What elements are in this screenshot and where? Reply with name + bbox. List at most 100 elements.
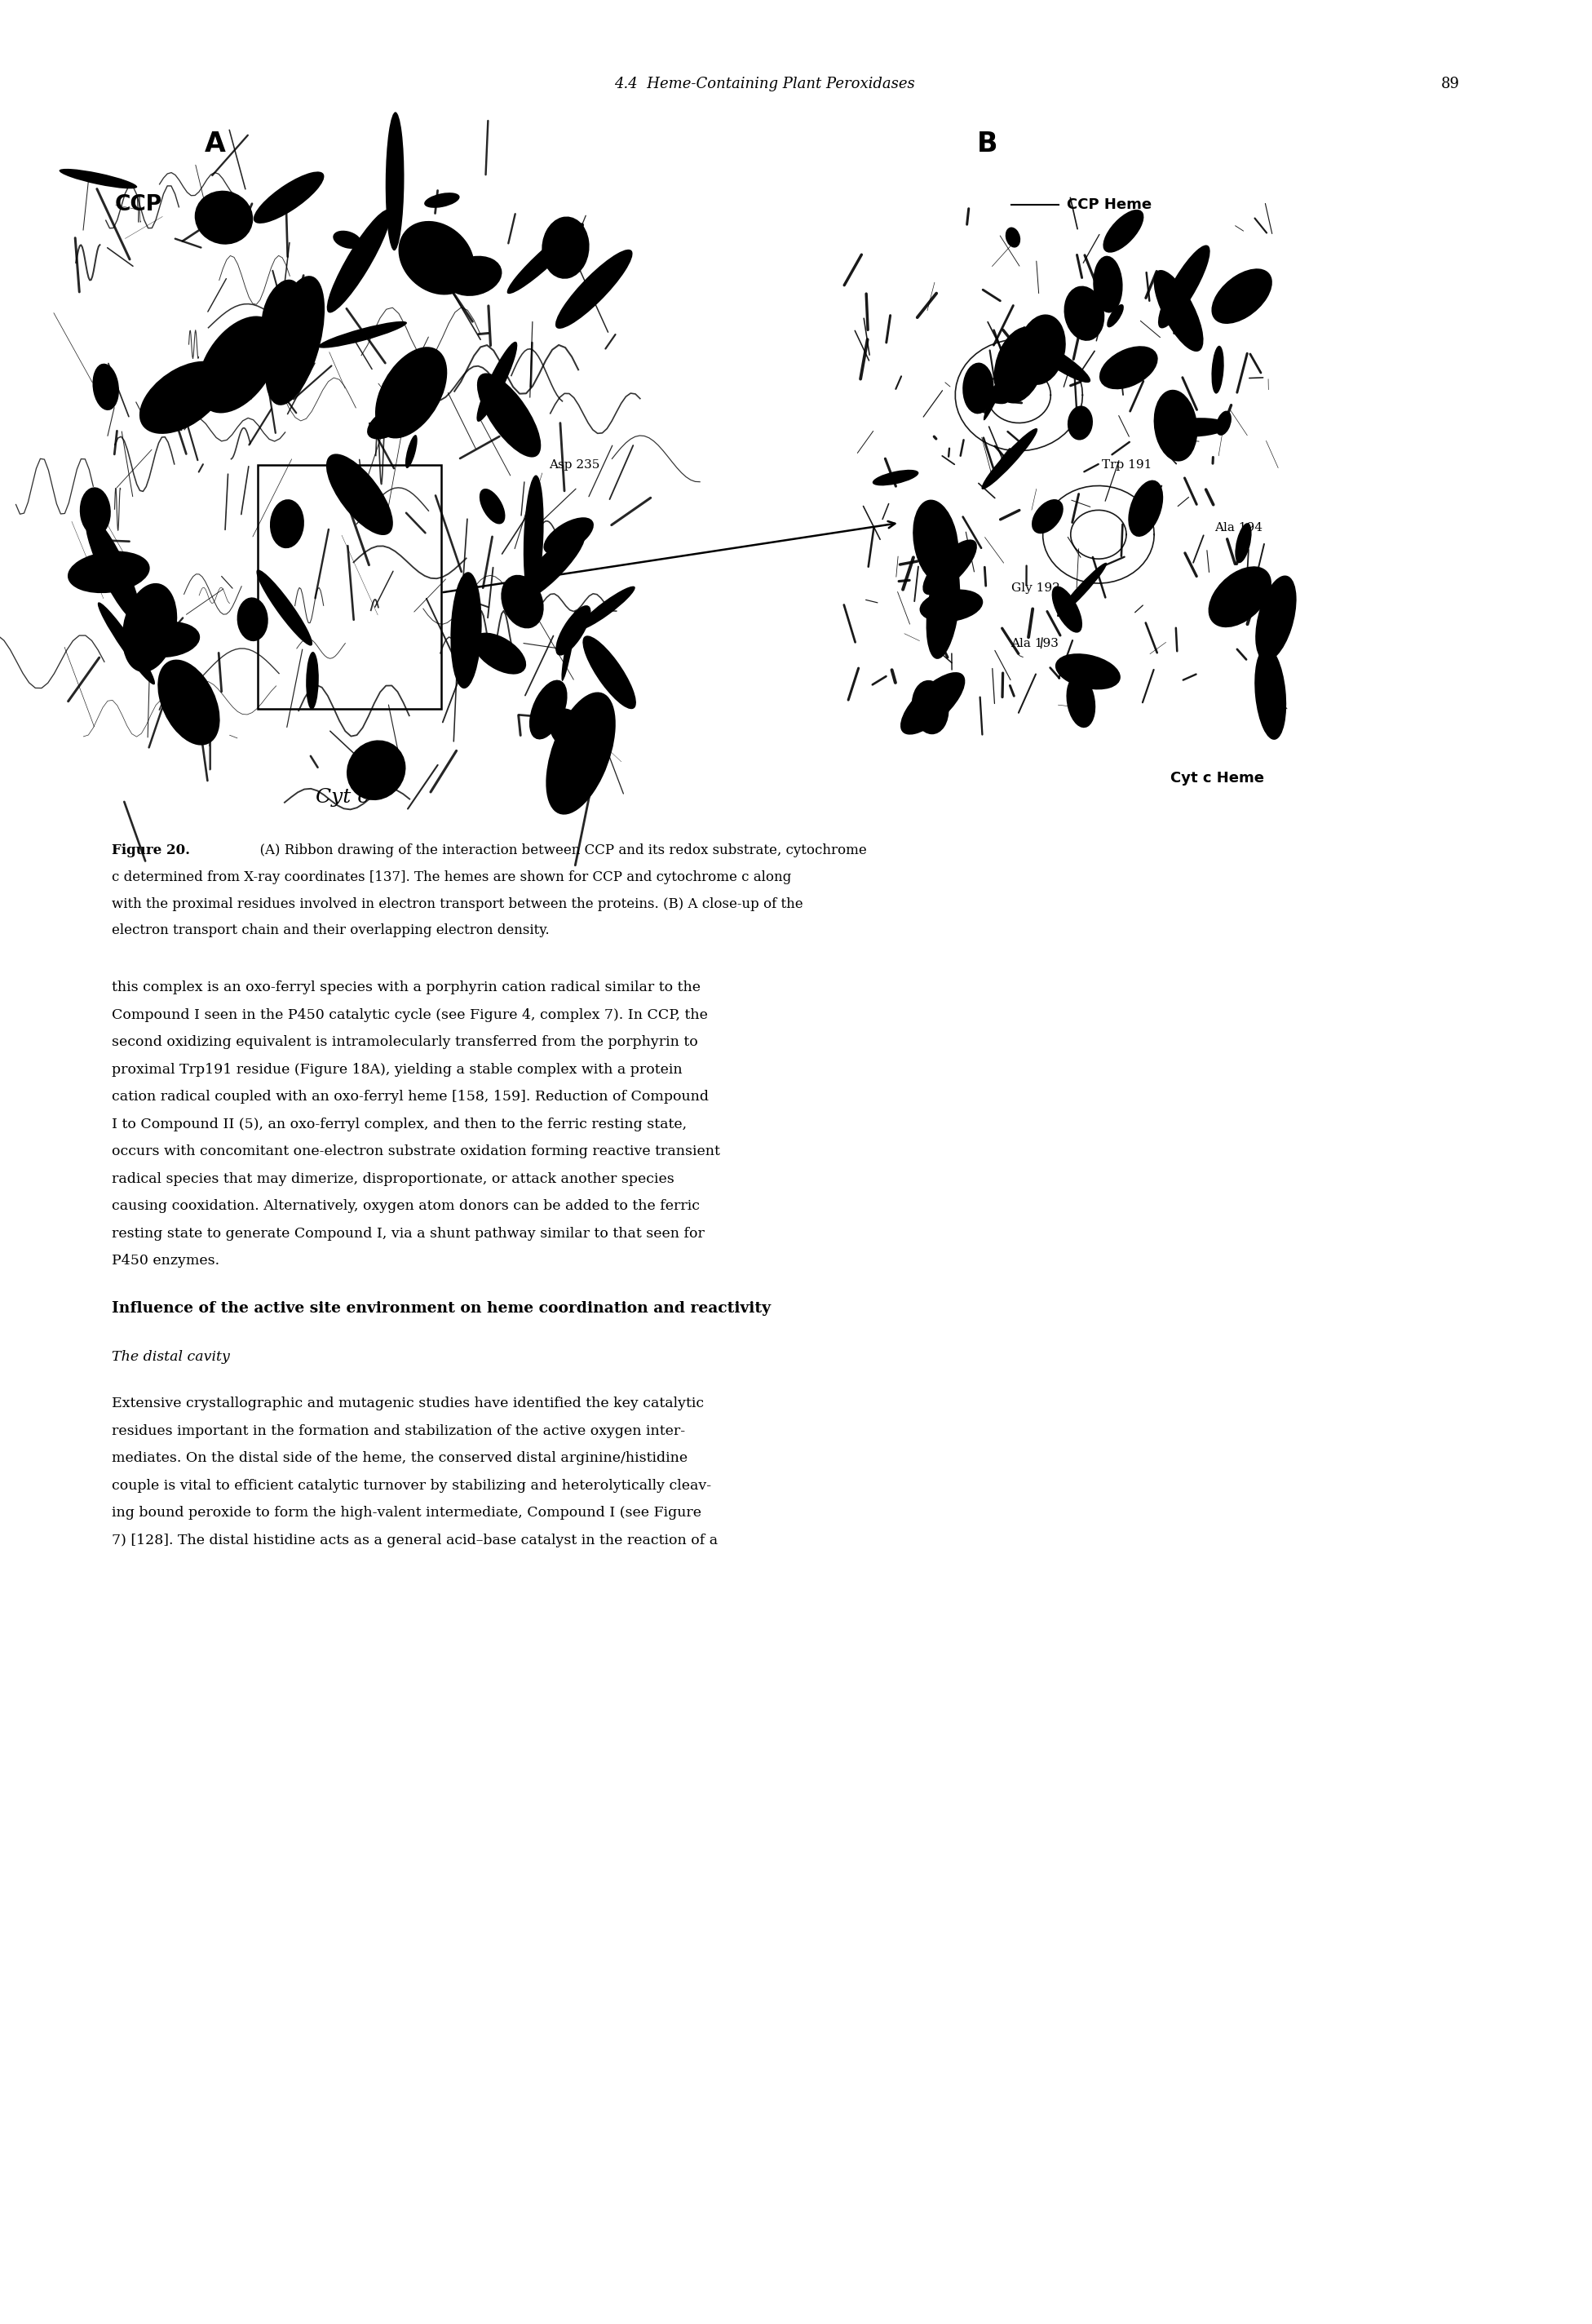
Ellipse shape xyxy=(524,474,544,600)
Ellipse shape xyxy=(1052,586,1083,632)
Ellipse shape xyxy=(1129,481,1164,537)
Ellipse shape xyxy=(923,539,977,595)
Text: The distal cavity: The distal cavity xyxy=(111,1350,229,1364)
Ellipse shape xyxy=(86,516,140,623)
Text: occurs with concomitant one-electron substrate oxidation forming reactive transi: occurs with concomitant one-electron sub… xyxy=(111,1146,720,1157)
Ellipse shape xyxy=(872,469,919,486)
Ellipse shape xyxy=(1212,270,1272,323)
Ellipse shape xyxy=(476,342,517,421)
Ellipse shape xyxy=(398,221,474,295)
Ellipse shape xyxy=(556,604,591,655)
Text: (A) Ribbon drawing of the interaction between CCP and its redox substrate, cytoc: (A) Ribbon drawing of the interaction be… xyxy=(252,844,868,858)
Ellipse shape xyxy=(1157,244,1210,328)
Text: Compound I seen in the P450 catalytic cycle (see Figure 4, complex 7). In CCP, t: Compound I seen in the P450 catalytic cy… xyxy=(111,1009,707,1023)
Text: Gly 192: Gly 192 xyxy=(1011,583,1060,593)
Ellipse shape xyxy=(59,170,137,188)
Text: CCP Heme: CCP Heme xyxy=(1067,198,1151,211)
Ellipse shape xyxy=(80,488,111,535)
Ellipse shape xyxy=(92,363,119,411)
Ellipse shape xyxy=(920,590,982,623)
Text: P450 enzymes.: P450 enzymes. xyxy=(111,1255,220,1267)
Text: Ala 194: Ala 194 xyxy=(1215,523,1262,532)
Ellipse shape xyxy=(333,230,361,249)
Ellipse shape xyxy=(1017,314,1065,386)
Ellipse shape xyxy=(501,574,544,627)
Ellipse shape xyxy=(385,112,404,251)
Text: resting state to generate Compound I, via a shunt pathway similar to that seen f: resting state to generate Compound I, vi… xyxy=(111,1227,704,1241)
Ellipse shape xyxy=(1103,209,1143,253)
Ellipse shape xyxy=(1235,523,1251,562)
Text: mediates. On the distal side of the heme, the conserved distal arginine/histidin: mediates. On the distal side of the heme… xyxy=(111,1450,688,1464)
Ellipse shape xyxy=(194,191,253,244)
Ellipse shape xyxy=(1057,562,1106,616)
Ellipse shape xyxy=(912,681,949,734)
Ellipse shape xyxy=(1113,358,1141,367)
Text: couple is vital to efficient catalytic turnover by stabilizing and heterolytical: couple is vital to efficient catalytic t… xyxy=(111,1478,712,1492)
Text: Trp 191: Trp 191 xyxy=(1102,460,1151,469)
Ellipse shape xyxy=(306,651,318,709)
Ellipse shape xyxy=(578,586,635,630)
Ellipse shape xyxy=(1208,567,1272,627)
Ellipse shape xyxy=(541,216,589,279)
Bar xyxy=(258,465,441,709)
Ellipse shape xyxy=(993,328,1046,404)
Ellipse shape xyxy=(318,321,408,349)
Text: Asp 235: Asp 235 xyxy=(549,460,600,469)
Ellipse shape xyxy=(556,249,632,328)
Ellipse shape xyxy=(1055,653,1121,690)
Ellipse shape xyxy=(1256,576,1296,660)
Ellipse shape xyxy=(134,621,201,658)
Text: Influence of the active site environment on heme coordination and reactivity: Influence of the active site environment… xyxy=(111,1301,771,1315)
Ellipse shape xyxy=(423,193,460,207)
Ellipse shape xyxy=(549,709,589,753)
Text: Ala 193: Ala 193 xyxy=(1011,639,1059,648)
Ellipse shape xyxy=(264,277,325,404)
Ellipse shape xyxy=(158,660,220,746)
Ellipse shape xyxy=(506,223,584,293)
Ellipse shape xyxy=(261,279,302,346)
Ellipse shape xyxy=(140,360,226,435)
Ellipse shape xyxy=(529,681,567,739)
Text: causing cooxidation. Alternatively, oxygen atom donors can be added to the ferri: causing cooxidation. Alternatively, oxyg… xyxy=(111,1199,699,1213)
Ellipse shape xyxy=(562,611,576,681)
Ellipse shape xyxy=(963,363,993,414)
Ellipse shape xyxy=(326,453,393,535)
Ellipse shape xyxy=(927,558,960,660)
Text: cation radical coupled with an oxo-ferryl heme [158, 159]. Reduction of Compound: cation radical coupled with an oxo-ferry… xyxy=(111,1090,708,1104)
Ellipse shape xyxy=(901,672,965,734)
Ellipse shape xyxy=(1154,390,1197,462)
Ellipse shape xyxy=(1006,228,1020,249)
Ellipse shape xyxy=(1167,284,1173,325)
Text: ing bound peroxide to form the high-valent intermediate, Compound I (see Figure: ing bound peroxide to form the high-vale… xyxy=(111,1506,700,1520)
Ellipse shape xyxy=(1024,337,1091,383)
Text: with the proximal residues involved in electron transport between the proteins. : with the proximal residues involved in e… xyxy=(111,897,802,911)
Text: c determined from X-ray coordinates [137]. The hemes are shown for CCP and cytoc: c determined from X-ray coordinates [137… xyxy=(111,872,791,883)
Ellipse shape xyxy=(516,532,586,602)
Ellipse shape xyxy=(479,488,505,525)
Ellipse shape xyxy=(1212,346,1224,393)
Ellipse shape xyxy=(1162,418,1229,437)
Text: Cyt c Heme: Cyt c Heme xyxy=(1170,772,1264,786)
Text: A: A xyxy=(204,130,226,158)
Ellipse shape xyxy=(406,435,417,467)
Ellipse shape xyxy=(123,583,177,672)
Ellipse shape xyxy=(368,404,414,439)
Ellipse shape xyxy=(1032,500,1063,535)
Ellipse shape xyxy=(1216,411,1232,435)
Text: electron transport chain and their overlapping electron density.: electron transport chain and their overl… xyxy=(111,923,549,937)
Text: second oxidizing equivalent is intramolecularly transferred from the porphyrin t: second oxidizing equivalent is intramole… xyxy=(111,1037,697,1048)
Ellipse shape xyxy=(97,602,154,686)
Ellipse shape xyxy=(1154,270,1204,351)
Text: Figure 20.: Figure 20. xyxy=(111,844,189,858)
Ellipse shape xyxy=(1063,286,1105,342)
Text: B: B xyxy=(976,130,998,158)
Ellipse shape xyxy=(326,209,390,314)
Text: Cyt c: Cyt c xyxy=(315,788,369,806)
Ellipse shape xyxy=(546,693,616,816)
Ellipse shape xyxy=(1094,256,1122,314)
Ellipse shape xyxy=(1106,304,1124,328)
Ellipse shape xyxy=(271,500,304,548)
Ellipse shape xyxy=(1254,646,1286,739)
Text: radical species that may dimerize, disproportionate, or attack another species: radical species that may dimerize, dispr… xyxy=(111,1171,673,1185)
Ellipse shape xyxy=(256,569,312,646)
